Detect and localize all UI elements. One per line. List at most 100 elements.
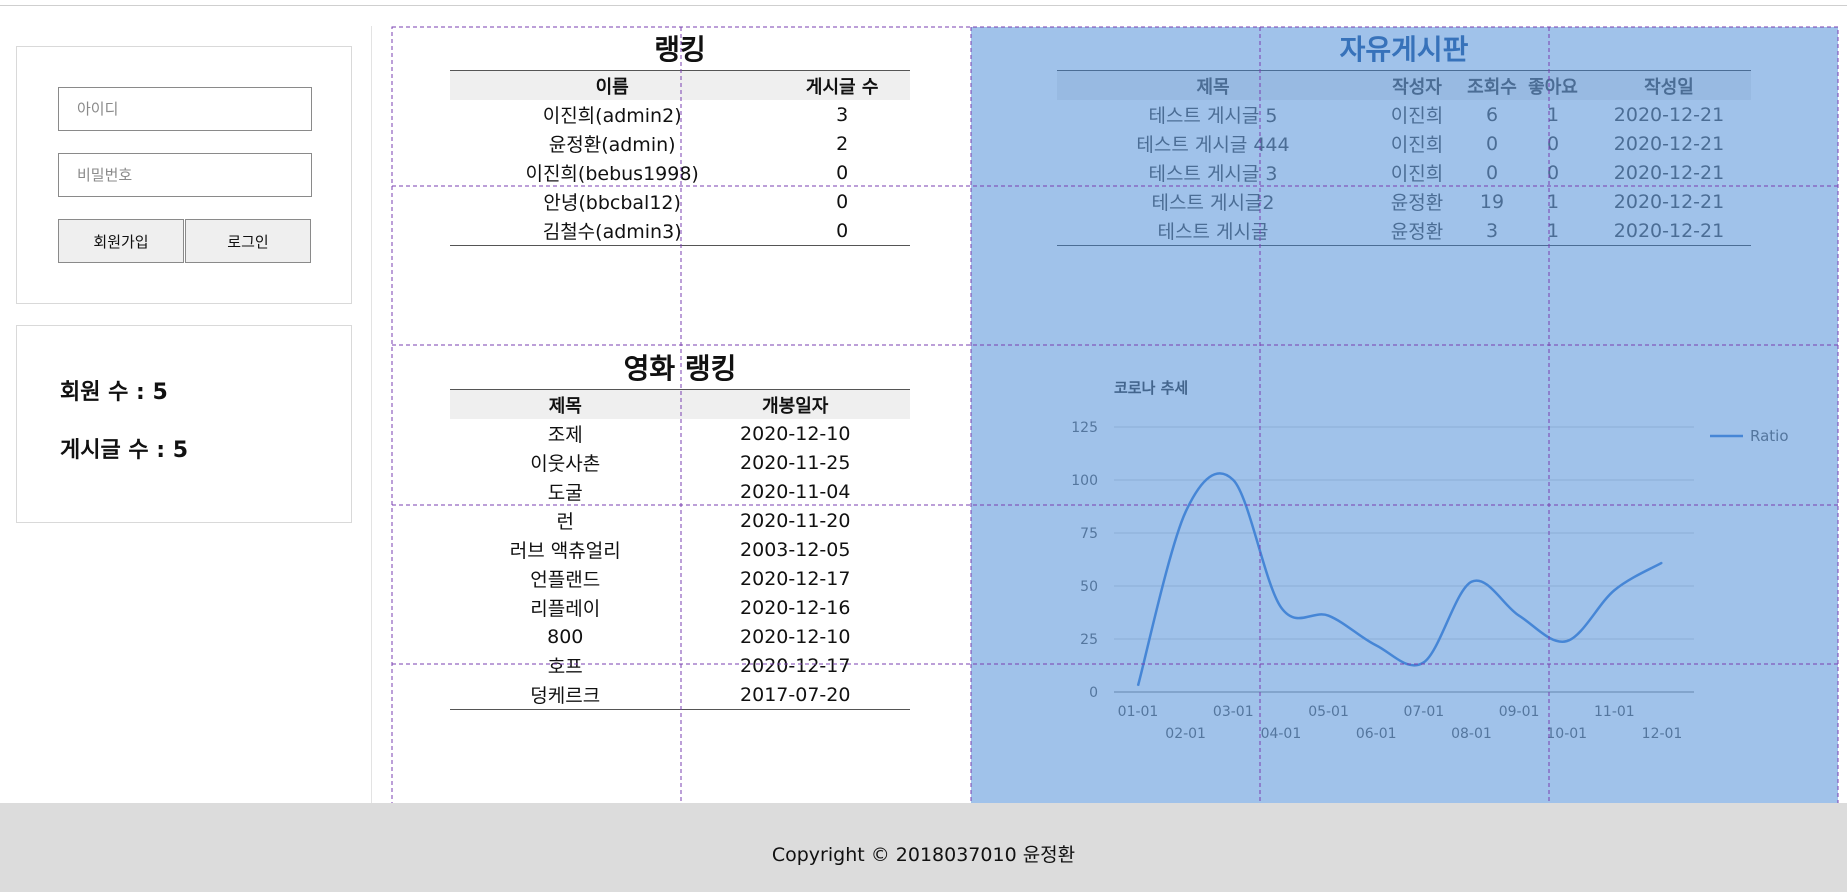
table-cell: 러브 액츄얼리 (509, 540, 621, 562)
movie-table: 제목 개봉일자 조제 2020-12-10 이웃사촌 2020-11-25 도굴 2020-… (450, 389, 910, 710)
table-cell: 2020-12-10 (740, 625, 851, 648)
data-point (1518, 615, 1520, 617)
table-cell: 테스트 게시글 5 (1148, 105, 1278, 127)
table-cell: 2020-12-17 (740, 654, 851, 677)
table-cell: 덩케르크 (450, 680, 681, 710)
data-point (1375, 644, 1377, 646)
table-cell: 0 (1546, 161, 1560, 184)
series-line-ratio (1136, 472, 1663, 686)
sidebar-divider (371, 26, 372, 804)
password-input[interactable] (58, 153, 312, 197)
table-cell: 이진희(admin2) (542, 105, 682, 127)
table-cell: 테스트 게시글 (1057, 216, 1369, 246)
data-point (1613, 589, 1615, 591)
table-cell: 2020-12-21 (1613, 103, 1725, 126)
table-row: 800 2020-12-10 (450, 622, 910, 651)
table-cell: 2020-12-17 (740, 567, 851, 590)
column-header: 제목 (1057, 70, 1369, 100)
table-cell: 2020-12-21 (1587, 216, 1751, 246)
login-box: 회원가입 로그인 (16, 46, 352, 304)
table-row: 김철수(admin3) 0 (450, 216, 910, 246)
top-border (0, 5, 1847, 6)
login-button[interactable]: 로그인 (185, 219, 311, 263)
table-cell: 이진희 (1390, 163, 1444, 185)
x-tick-label: 11-01 (1594, 704, 1635, 720)
ranking-title: 랭킹 (654, 33, 706, 66)
table-cell: 3 (836, 103, 849, 126)
table-row[interactable]: 테스트 게시글2 윤정환 19 1 2020-12-21 (1057, 187, 1751, 216)
table-cell: 2020-11-25 (740, 451, 851, 474)
table-cell: 이진희 (1390, 105, 1444, 127)
table-cell: 0 (836, 190, 849, 213)
table-cell: 이웃사촌 (530, 453, 601, 475)
table-cell: 2020-12-16 (740, 596, 851, 619)
x-tick-label: 06-01 (1356, 726, 1397, 742)
id-input[interactable] (58, 87, 312, 131)
table-cell: 0 (836, 161, 849, 184)
table-row: 이진희(bebus1998) 0 (450, 158, 910, 187)
table-cell: 2020-12-21 (1613, 132, 1725, 155)
table-cell: 2 (836, 132, 849, 155)
table-row: 런 2020-11-20 (450, 506, 910, 535)
stats-box: 회원 수 : 5 게시글 수 : 5 (16, 325, 352, 523)
table-cell: 2020-12-10 (740, 422, 851, 445)
table-cell: 0 (1546, 132, 1560, 155)
table-cell: 2020-11-04 (740, 480, 851, 503)
data-point (1423, 661, 1425, 663)
data-point (1470, 581, 1472, 583)
x-tick-label: 04-01 (1261, 726, 1302, 742)
y-tick-label: 125 (1071, 420, 1098, 436)
x-tick-label: 10-01 (1546, 726, 1587, 742)
board-table: 제목 작성자 조회수 좋아요 작성일 테스트 게시글 5 이진희 6 1 2020-12-21 테… (1057, 70, 1751, 246)
table-row[interactable]: 테스트 게시글 윤정환 3 1 2020-12-21 (1057, 216, 1751, 246)
legend-label: Ratio (1750, 427, 1789, 445)
x-tick-label: 07-01 (1403, 704, 1444, 720)
table-cell: 3 (1465, 216, 1519, 246)
y-tick-label: 100 (1071, 473, 1098, 489)
member-count: 회원 수 : 5 (60, 380, 168, 405)
table-row: 도굴 2020-11-04 (450, 477, 910, 506)
ranking-table: 이름 게시글 수 이진희(admin2) 3 윤정환(admin) 2 이진희(bebus… (450, 70, 910, 246)
x-tick-label: 09-01 (1499, 704, 1540, 720)
column-header: 조회수 (1465, 70, 1519, 100)
table-row[interactable]: 테스트 게시글 444 이진희 0 0 2020-12-21 (1057, 129, 1751, 158)
table-row[interactable]: 테스트 게시글 5 이진희 6 1 2020-12-21 (1057, 100, 1751, 129)
signup-button[interactable]: 회원가입 (58, 219, 184, 263)
table-cell: 800 (547, 625, 584, 648)
table-cell: 0 (1485, 161, 1499, 184)
table-cell: 테스트 게시글 444 (1136, 134, 1290, 156)
table-cell: 1 (1546, 190, 1560, 213)
table-cell: 호프 (547, 656, 583, 678)
table-cell: 테스트 게시글2 (1151, 192, 1275, 214)
table-cell: 2003-12-05 (740, 538, 851, 561)
table-row: 윤정환(admin) 2 (450, 129, 910, 158)
table-cell: 이진희(bebus1998) (525, 163, 699, 185)
table-row: 조제 2020-12-10 (450, 419, 910, 448)
y-tick-label: 75 (1080, 526, 1098, 542)
y-tick-label: 25 (1080, 632, 1098, 648)
x-tick-label: 02-01 (1165, 726, 1206, 742)
column-header: 게시글 수 (774, 70, 910, 100)
y-tick-label: 50 (1080, 579, 1098, 595)
data-point (1232, 479, 1234, 481)
table-cell: 런 (556, 511, 574, 533)
x-tick-label: 03-01 (1213, 704, 1254, 720)
copyright-text: Copyright © 2018037010 윤정환 (771, 844, 1076, 866)
column-header: 작성자 (1369, 70, 1465, 100)
table-row[interactable]: 테스트 게시글 3 이진희 0 0 2020-12-21 (1057, 158, 1751, 187)
column-header: 좋아요 (1519, 70, 1587, 100)
x-tick-label: 01-01 (1118, 704, 1159, 720)
table-cell: 이진희 (1390, 134, 1444, 156)
chart-title: 코로나 추세 (1114, 379, 1188, 397)
column-header: 작성일 (1587, 70, 1751, 100)
column-header: 제목 (450, 389, 681, 419)
table-cell: 6 (1485, 103, 1499, 126)
column-header: 개봉일자 (680, 389, 910, 419)
table-row: 덩케르크 2017-07-20 (450, 680, 910, 710)
data-point (1328, 615, 1330, 617)
data-point (1661, 562, 1663, 564)
movie-ranking-title: 영화 랭킹 (623, 352, 737, 385)
x-tick-label: 05-01 (1308, 704, 1349, 720)
table-cell: 19 (1479, 190, 1505, 213)
table-cell: 테스트 게시글 3 (1148, 163, 1278, 185)
